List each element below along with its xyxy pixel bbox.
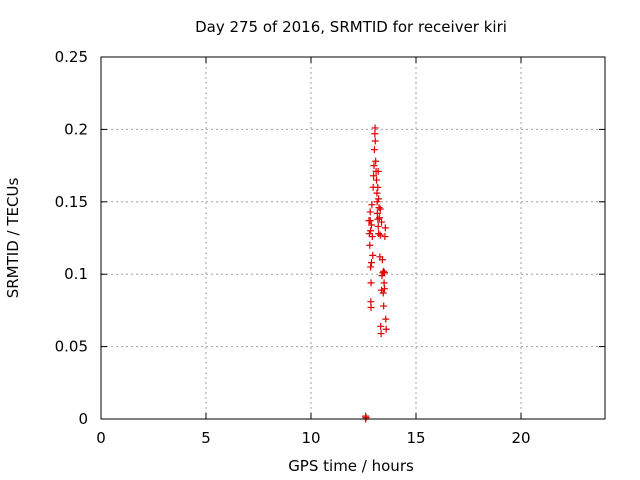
chart-title: Day 275 of 2016, SRMTID for receiver kir…	[195, 18, 507, 36]
x-tick-label: 0	[96, 429, 106, 447]
data-point	[370, 146, 378, 154]
data-points	[362, 124, 390, 423]
data-point	[367, 227, 375, 235]
y-tick-label: 0.2	[64, 120, 88, 138]
grid	[101, 57, 605, 419]
data-point	[372, 157, 380, 165]
data-point	[367, 279, 375, 287]
y-tick-label: 0.25	[55, 48, 88, 66]
y-tick-label: 0.15	[55, 193, 88, 211]
data-point	[378, 218, 386, 226]
data-point	[374, 183, 382, 191]
data-point	[375, 195, 383, 203]
data-point	[381, 233, 389, 241]
x-axis-title: GPS time / hours	[288, 457, 414, 475]
x-tick-label: 20	[511, 429, 530, 447]
data-point	[373, 189, 381, 197]
data-point	[370, 172, 378, 180]
data-point	[382, 325, 390, 333]
x-tick-label: 5	[201, 429, 211, 447]
data-point	[377, 322, 385, 330]
data-point	[367, 263, 375, 271]
tick-labels: 0 5 10 15 20 0 0.05 0.1 0.15 0.2 0.25	[55, 48, 531, 447]
x-tick-label: 15	[406, 429, 425, 447]
data-point	[379, 289, 387, 297]
data-point	[381, 285, 388, 293]
data-point	[380, 302, 388, 310]
data-point	[373, 176, 381, 184]
data-point	[366, 241, 374, 249]
data-point	[374, 222, 382, 230]
data-point	[377, 330, 385, 338]
data-point	[368, 201, 376, 209]
axis-ticks	[100, 56, 605, 420]
data-point	[375, 214, 383, 222]
data-point	[366, 208, 374, 216]
data-point	[366, 217, 374, 225]
data-point	[380, 267, 388, 275]
data-point	[381, 269, 388, 277]
data-point	[370, 162, 378, 170]
data-point	[369, 251, 377, 259]
plot-frame	[100, 56, 606, 420]
data-point	[367, 304, 375, 312]
y-tick-label: 0.1	[64, 265, 88, 283]
data-point	[381, 224, 389, 232]
y-tick-label: 0	[78, 410, 88, 428]
data-point	[368, 233, 376, 241]
data-point	[371, 137, 379, 145]
x-tick-label: 10	[301, 429, 320, 447]
data-point	[371, 124, 379, 132]
data-point	[378, 256, 386, 264]
data-point	[362, 412, 370, 420]
y-tick-label: 0.05	[55, 338, 88, 356]
data-point	[375, 230, 383, 238]
data-point	[367, 259, 375, 267]
data-point	[367, 221, 375, 229]
data-point	[376, 231, 384, 239]
data-point	[376, 205, 384, 213]
y-axis-title: SRMTID / TECUs	[4, 178, 22, 299]
data-point	[382, 315, 390, 323]
data-point	[374, 167, 382, 175]
data-point	[375, 204, 383, 212]
data-point	[374, 215, 382, 223]
